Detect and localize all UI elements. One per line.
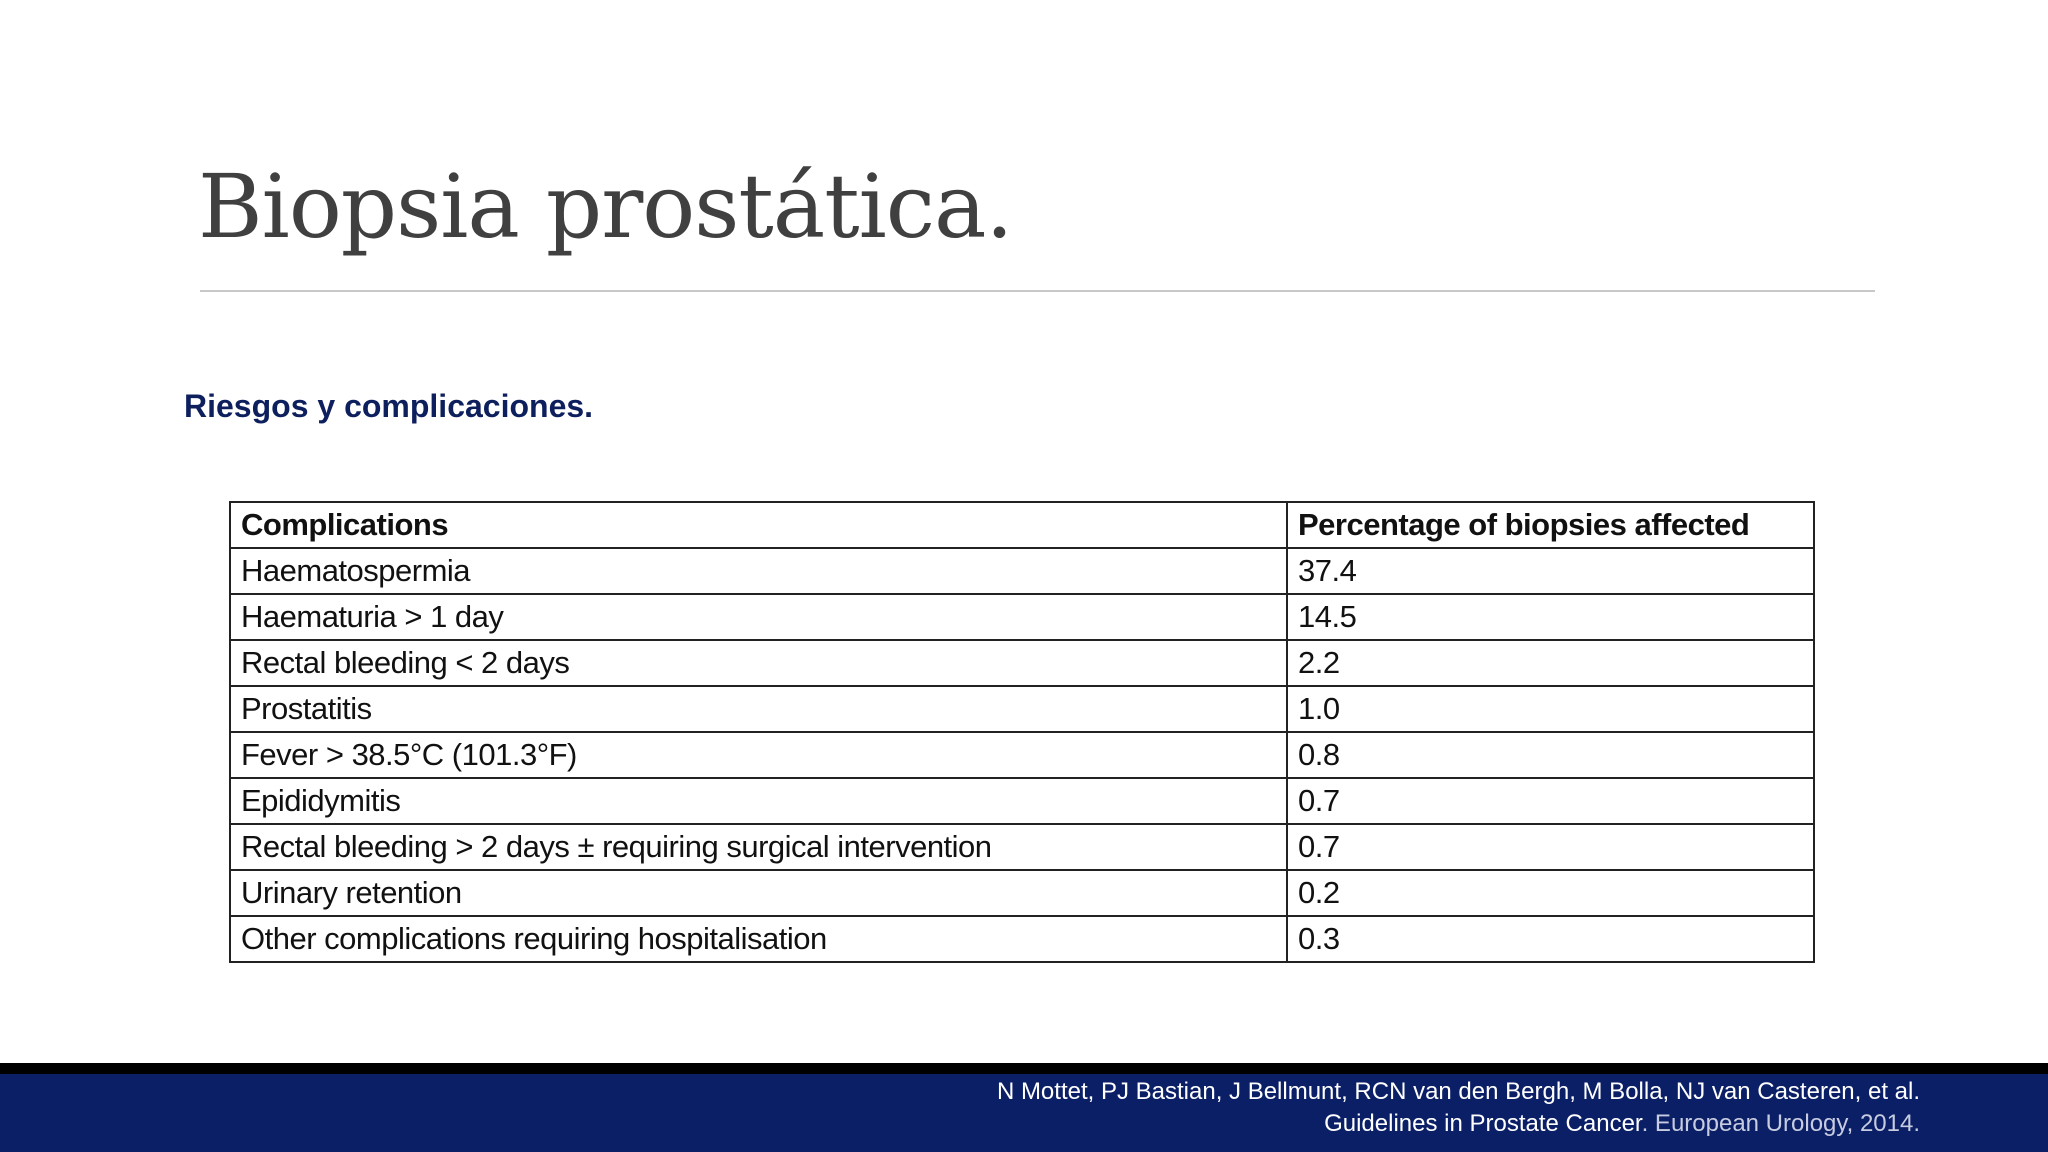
complication-cell: Fever > 38.5°C (101.3°F) xyxy=(229,731,1288,779)
complication-cell: Prostatitis xyxy=(229,685,1288,733)
table-row: Haematuria > 1 day 14.5 xyxy=(229,593,1815,641)
complications-table: Complications Percentage of biopsies affe… xyxy=(229,501,1815,963)
percentage-cell: 0.3 xyxy=(1286,915,1815,963)
percentage-cell: 2.2 xyxy=(1286,639,1815,687)
header-row: Complications Percentage of biopsies affe… xyxy=(229,501,1815,549)
citation-source: Guidelines in Prostate Cancer. European … xyxy=(1324,1110,1920,1138)
complication-cell: Rectal bleeding < 2 days xyxy=(229,639,1288,687)
percentage-cell: 0.7 xyxy=(1286,777,1815,825)
table-row: Rectal bleeding > 2 days ± requiring sur… xyxy=(229,823,1815,871)
title-rule xyxy=(200,290,1875,292)
footer-band xyxy=(0,1074,2048,1152)
table-row: Urinary retention 0.2 xyxy=(229,869,1815,917)
citation-title: Guidelines in Prostate Cancer xyxy=(1324,1110,1642,1137)
slide-title: Biopsia prostática. xyxy=(198,155,1013,258)
citation-authors: N Mottet, PJ Bastian, J Bellmunt, RCN va… xyxy=(996,1078,1920,1105)
complication-cell: Other complications requiring hospitalis… xyxy=(229,915,1288,963)
complication-cell: Haematospermia xyxy=(229,547,1288,595)
complication-cell: Urinary retention xyxy=(229,869,1288,917)
percentage-cell: 0.2 xyxy=(1286,869,1815,917)
column-header: Complications xyxy=(229,501,1288,549)
citation-journal: . European Urology, 2014. xyxy=(1641,1110,1920,1137)
table-row: Epididymitis 0.7 xyxy=(229,777,1815,825)
percentage-cell: 0.8 xyxy=(1286,731,1815,779)
complication-cell: Haematuria > 1 day xyxy=(229,593,1288,641)
percentage-cell: 14.5 xyxy=(1286,593,1815,641)
footer-stripe xyxy=(0,1063,2048,1074)
complication-cell: Epididymitis xyxy=(229,777,1288,825)
percentage-cell: 37.4 xyxy=(1286,547,1815,595)
column-header: Percentage of biopsies affected xyxy=(1286,501,1815,549)
percentage-cell: 1.0 xyxy=(1286,685,1815,733)
table-row: Prostatitis 1.0 xyxy=(229,685,1815,733)
table-row: Haematospermia 37.4 xyxy=(229,547,1815,595)
table-row: Rectal bleeding < 2 days 2.2 xyxy=(229,639,1815,687)
table-row: Fever > 38.5°C (101.3°F) 0.8 xyxy=(229,731,1815,779)
complication-cell: Rectal bleeding > 2 days ± requiring sur… xyxy=(229,823,1288,871)
subtitle: Riesgos y complicaciones. xyxy=(184,388,594,424)
percentage-cell: 0.7 xyxy=(1286,823,1815,871)
table-row: Other complications requiring hospitalis… xyxy=(229,915,1815,963)
